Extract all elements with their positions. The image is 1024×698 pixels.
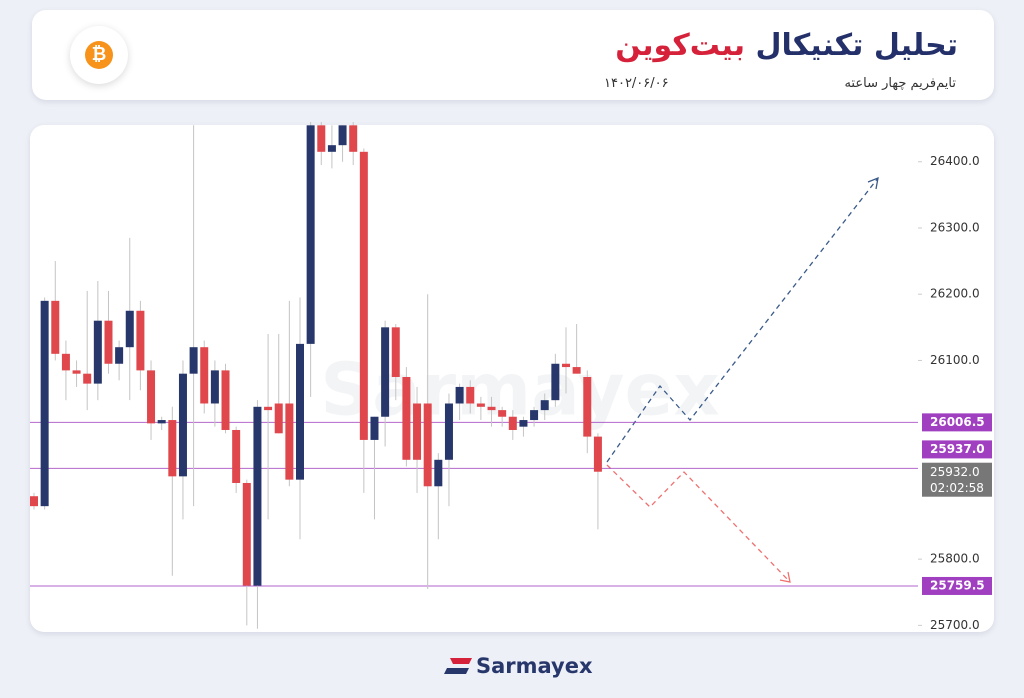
title-coin: بیت‌کوین [615, 28, 745, 63]
candle-body [381, 327, 390, 417]
candle-body [168, 420, 177, 477]
candle-body [562, 363, 570, 368]
candle-body [136, 310, 145, 371]
arrow-head [779, 571, 791, 583]
candle-body [370, 416, 379, 440]
candle-body [423, 403, 432, 487]
y-tick-label: 26300.0 [930, 220, 980, 234]
header-card: تحلیل تکنیکال بیت‌کوین تایم‌فریم چهار سا… [32, 10, 994, 100]
candle-body [519, 420, 528, 427]
date: ۱۴۰۲/۰۶/۰۶ [604, 76, 669, 91]
candle-body [444, 403, 453, 460]
y-tick-label: 25800.0 [930, 552, 980, 566]
candle-body [157, 420, 166, 424]
current-box [922, 462, 992, 497]
watermark: Sarmayex [320, 348, 720, 432]
y-tick-label: 25700.0 [930, 618, 980, 632]
candle-body [508, 416, 517, 430]
y-tick-label: 26200.0 [930, 287, 980, 301]
candle-body [487, 406, 496, 411]
level-label: 26006.5 [930, 415, 985, 429]
candle-body [232, 429, 241, 483]
candle-body [583, 377, 592, 437]
candle-body [466, 386, 475, 404]
projections [606, 176, 879, 583]
level-box [922, 576, 992, 595]
candle-body [349, 125, 358, 152]
candle-body [317, 125, 326, 152]
y-tick-label: 26100.0 [930, 353, 980, 367]
candle-body [125, 310, 134, 348]
coin-icon: ₿ [70, 26, 128, 84]
candle-body [253, 406, 262, 586]
candle-body [274, 403, 283, 434]
candle-body [327, 145, 336, 152]
title: تحلیل تکنیکال بیت‌کوین [615, 28, 958, 63]
candle-body [540, 400, 549, 411]
candle-body [306, 125, 315, 344]
candle-body [40, 300, 49, 507]
candle-body [104, 320, 113, 364]
candle-body [530, 410, 539, 421]
bear-projection [606, 464, 791, 583]
level-box [922, 440, 992, 459]
countdown: 02:02:58 [930, 481, 984, 495]
candles [30, 122, 602, 629]
candle-body [498, 410, 507, 417]
candle-body [572, 367, 581, 374]
candle-body [476, 403, 485, 407]
brand-logo [444, 658, 472, 674]
candle-body [338, 125, 347, 146]
candle-body [221, 370, 230, 430]
candle-body [83, 373, 92, 384]
subtitle: تایم‌فریم چهار ساعته [844, 76, 956, 91]
arrow-head [867, 176, 879, 190]
bull-projection [606, 177, 879, 463]
candle-body [93, 320, 102, 384]
candle-body [147, 370, 156, 424]
candle-body [285, 403, 294, 480]
candle-body [413, 403, 422, 460]
candle-body [72, 370, 81, 374]
candle-body [455, 386, 464, 404]
candle-body [210, 370, 219, 404]
level-label: 25759.5 [930, 578, 985, 592]
candle-body [551, 363, 560, 401]
candle-body [296, 343, 304, 480]
coin-symbol: ₿ [85, 41, 113, 69]
level-box [922, 413, 992, 432]
candle-body [242, 482, 251, 586]
current-label: 25932.0 [930, 465, 980, 479]
candle-body [359, 151, 368, 440]
candle-body [61, 353, 70, 371]
candle-body [51, 300, 60, 354]
candle-body [402, 377, 411, 460]
candle-body [434, 459, 443, 487]
candle-body [264, 406, 273, 411]
y-tick-label: 26400.0 [930, 154, 980, 168]
chart-card [30, 125, 994, 632]
brand-name: Sarmayex [476, 654, 593, 678]
candle-body [200, 347, 209, 404]
level-label: 25937.0 [930, 442, 985, 456]
candle-body [30, 496, 38, 507]
candle-body [593, 436, 602, 472]
title-main: تحلیل تکنیکال [755, 28, 958, 63]
candle-body [178, 373, 187, 477]
candle-body [391, 327, 400, 377]
candle-body [115, 347, 124, 364]
candle-body [189, 347, 198, 374]
